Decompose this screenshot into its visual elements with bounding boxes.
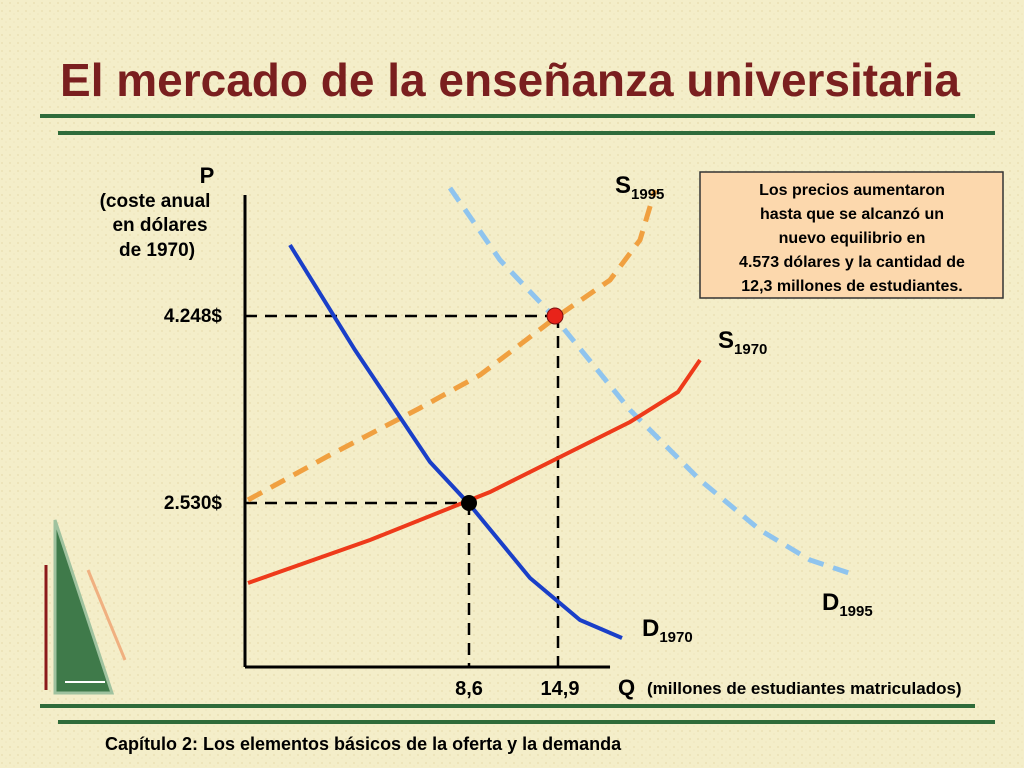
guides — [245, 314, 560, 667]
y-tick-label: 2.530$ — [164, 493, 223, 514]
equilibrium-1995 — [546, 307, 564, 325]
supply-1995 — [246, 189, 658, 503]
curve-label: S1995 — [615, 172, 664, 203]
x-tick-label: 14,9 — [541, 678, 580, 700]
note-box — [699, 171, 1004, 299]
curve-label: D1995 — [822, 589, 873, 620]
y-desc: (coste anual — [100, 191, 211, 212]
x-tick-label: 8,6 — [455, 678, 483, 700]
note-line: hasta que se alcanzó un — [760, 206, 944, 223]
y-tick-label: 4.248$ — [164, 306, 223, 327]
y-symbol: P — [200, 163, 215, 188]
x-desc: (millones de estudiantes matriculados) — [647, 679, 962, 698]
decoration — [44, 519, 127, 695]
equilibrium-1970 — [461, 495, 477, 511]
note: Los precios aumentaron hasta que se alca… — [739, 182, 965, 295]
x-symbol: Q — [618, 675, 635, 700]
note-line: Los precios aumentaron — [759, 182, 945, 199]
supply-1970 — [247, 358, 702, 585]
note-line: 12,3 millones de estudiantes. — [741, 278, 962, 295]
title: El mercado de la enseñanza universitaria — [60, 54, 960, 106]
curve-label: D1970 — [642, 615, 693, 646]
curve-label: S1970 — [718, 327, 767, 358]
note-line: 4.573 dólares y la cantidad de — [739, 254, 965, 271]
footer: Capítulo 2: Los elementos básicos de la … — [105, 734, 622, 754]
note-line: nuevo equilibrio en — [779, 230, 926, 247]
y-desc: en dólares — [112, 215, 207, 236]
y-desc: de 1970) — [119, 240, 195, 261]
